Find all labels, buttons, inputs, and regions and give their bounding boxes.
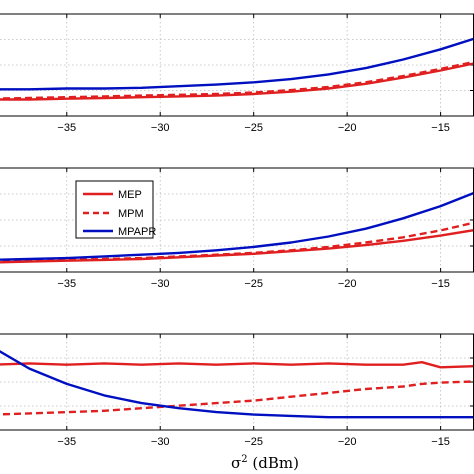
panel-top-xtick-label: −35 — [57, 122, 76, 134]
x-axis-title: σ2 (dBm) — [231, 454, 299, 472]
panel-top-xtick-label: −30 — [151, 122, 170, 134]
legend-label-mpapr: MPAPR — [118, 226, 156, 238]
panel-bottom-xtick-label: −20 — [338, 436, 357, 448]
legend-label-mep: MEP — [118, 189, 142, 201]
panel-middle-xtick-label: −15 — [431, 278, 450, 290]
legend-box — [75, 180, 154, 239]
x-axis-title-superscript: 2 — [241, 454, 247, 465]
panel-middle-xtick-label: −35 — [57, 278, 76, 290]
panel-bottom-xtick-label: −30 — [151, 436, 170, 448]
panel-bottom-series-mpm — [0, 380, 474, 416]
panel-middle: −35 −30 −25 −20 −15 — [0, 167, 474, 290]
x-axis-title-symbol: σ — [231, 454, 241, 472]
legend-label-mpm: MPM — [118, 208, 144, 220]
panel-top: −35 −30 −25 −20 −15 — [0, 13, 474, 134]
panel-top-xtick-label: −15 — [431, 122, 450, 134]
panel-middle-series-mpm — [0, 221, 474, 263]
panel-top-xtick-label: −20 — [338, 122, 357, 134]
panel-top-xtick-label: −25 — [244, 122, 263, 134]
panel-middle-xtick-label: −20 — [338, 278, 357, 290]
panel-bottom-xtick-label: −25 — [244, 436, 263, 448]
panel-middle-xtick-label: −25 — [244, 278, 263, 290]
panel-bottom-xtick-label: −15 — [431, 436, 450, 448]
panel-middle-series-mpapr — [0, 191, 474, 261]
panel-bottom-series-mpapr — [0, 350, 474, 419]
panel-middle-xtick-label: −30 — [151, 278, 170, 290]
panel-bottom: −35 −30 −25 −20 −15 — [0, 333, 474, 448]
panel-top-series-mpapr — [0, 37, 474, 91]
legend: MEP MPM MPAPR — [75, 180, 156, 239]
panel-top-series-mpm — [0, 60, 474, 100]
panel-bottom-xtick-label: −35 — [57, 436, 76, 448]
panel-bottom-series-mep — [0, 361, 474, 369]
panel-top-series-mep — [0, 62, 474, 101]
x-axis-title-unit: (dBm) — [248, 454, 299, 472]
